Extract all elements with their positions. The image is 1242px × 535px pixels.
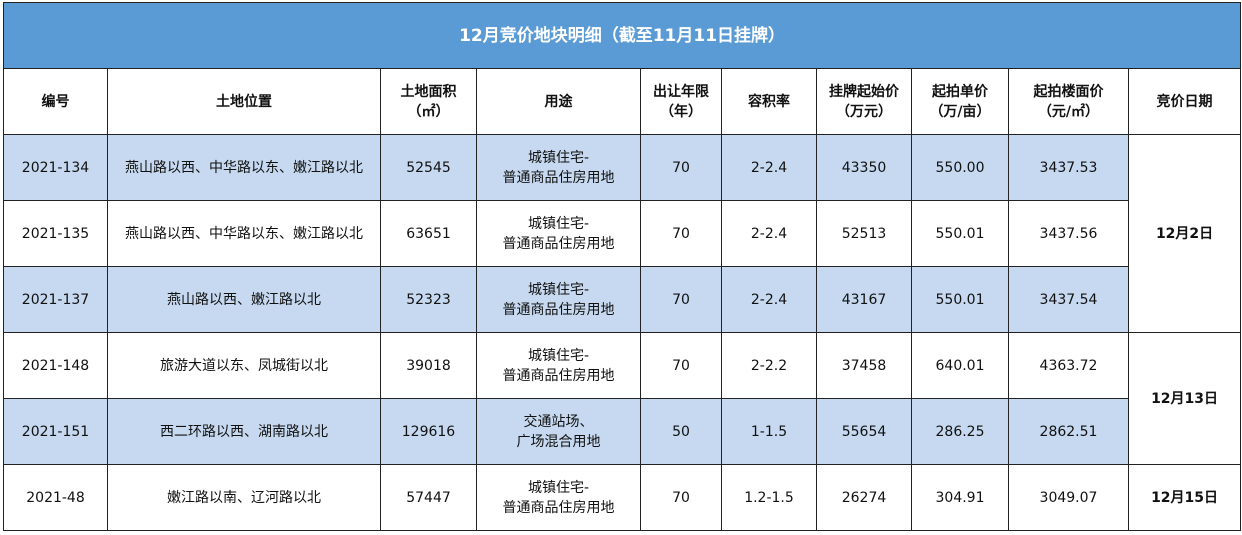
cell-loc: 燕山路以西、中华路以东、嫩江路以北	[107, 134, 381, 201]
cell-use-line: 城镇住宅-	[527, 215, 590, 232]
cell-use-line: 城镇住宅-	[527, 149, 590, 166]
table-row: 2021-48 嫩江路以南、辽河路以北 57447 城镇住宅- 普通商品住房用地 70 1.…	[3, 464, 1242, 531]
cell-loc: 燕山路以西、中华路以东、嫩江路以北	[107, 200, 381, 267]
cell-loc: 旅游大道以东、凤城街以北	[107, 332, 381, 399]
column-header: 用途	[476, 68, 641, 135]
cell-use: 城镇住宅- 普通商品住房用地	[476, 332, 641, 399]
table-row: 2021-134 燕山路以西、中华路以东、嫩江路以北 52545 城镇住宅- 普通商品住…	[3, 134, 1242, 333]
column-header: 出让年限 （年）	[640, 68, 722, 135]
cell-id: 2021-48	[3, 464, 108, 531]
cell-floor: 3049.07	[1008, 464, 1129, 531]
cell-floor: 2862.51	[1008, 398, 1129, 465]
cell-unit: 550.01	[911, 200, 1009, 267]
cell-area: 57447	[380, 464, 477, 531]
cell-use: 城镇住宅- 普通商品住房用地	[476, 266, 641, 333]
cell-use-line: 城镇住宅-	[527, 347, 590, 364]
cell-area: 52545	[380, 134, 477, 201]
cell-unit: 550.01	[911, 266, 1009, 333]
cell-floor: 3437.56	[1008, 200, 1129, 267]
table-row: 2021-137 燕山路以西、嫩江路以北 52323 城镇住宅- 普通商品住房用地 70 2…	[3, 266, 1241, 333]
cell-years: 70	[640, 134, 722, 201]
table-row: 2021-151 西二环路以西、湖南路以北 129616 交通站场、 广场混合用地 50 1…	[3, 398, 1241, 465]
cell-use-line: 交通站场、	[523, 413, 594, 430]
cell-floor: 3437.53	[1008, 134, 1129, 201]
table-title: 12月竞价地块明细（截至11月11日挂牌）	[2, 2, 1242, 69]
cell-use: 城镇住宅- 普通商品住房用地	[476, 464, 641, 531]
cell-use-line: 普通商品住房用地	[502, 235, 615, 252]
cell-use-line: 普通商品住房用地	[502, 169, 615, 186]
column-header: 起拍单价 （万/亩）	[911, 68, 1009, 135]
cell-far: 2-2.2	[721, 332, 817, 399]
cell-floor: 3437.54	[1008, 266, 1129, 333]
cell-auction-date: 12月15日	[1127, 464, 1242, 531]
cell-use-line: 普通商品住房用地	[502, 367, 615, 384]
cell-years: 70	[640, 266, 722, 333]
cell-use-line: 城镇住宅-	[527, 281, 590, 298]
cell-area: 129616	[380, 398, 477, 465]
cell-loc: 西二环路以西、湖南路以北	[107, 398, 381, 465]
cell-far: 2-2.4	[721, 134, 817, 201]
cell-use: 城镇住宅- 普通商品住房用地	[476, 134, 641, 201]
cell-use: 城镇住宅- 普通商品住房用地	[476, 200, 641, 267]
cell-years: 70	[640, 200, 722, 267]
cell-price: 43350	[816, 134, 912, 201]
cell-area: 39018	[380, 332, 477, 399]
cell-years: 70	[640, 464, 722, 531]
cell-id: 2021-151	[3, 398, 108, 465]
column-header: 挂牌起始价 （万元）	[816, 68, 912, 135]
cell-price: 37458	[816, 332, 912, 399]
cell-far: 2-2.4	[721, 266, 817, 333]
cell-far: 2-2.4	[721, 200, 817, 267]
cell-years: 50	[640, 398, 722, 465]
cell-auction-date: 12月13日	[1127, 332, 1242, 465]
cell-price: 26274	[816, 464, 912, 531]
cell-loc: 嫩江路以南、辽河路以北	[107, 464, 381, 531]
cell-area: 63651	[380, 200, 477, 267]
column-header: 土地位置	[107, 68, 381, 135]
cell-unit: 640.01	[911, 332, 1009, 399]
cell-far: 1-1.5	[721, 398, 817, 465]
cell-use: 交通站场、广场混合用地	[476, 398, 641, 465]
column-header: 土地面积 （㎡）	[380, 68, 477, 135]
cell-use-line: 广场混合用地	[516, 433, 601, 450]
column-header: 起拍楼面价 （元/㎡）	[1008, 68, 1129, 135]
cell-id: 2021-135	[3, 200, 108, 267]
cell-price: 55654	[816, 398, 912, 465]
column-header: 竞价日期	[1127, 68, 1242, 135]
cell-unit: 286.25	[911, 398, 1009, 465]
cell-id: 2021-134	[3, 134, 108, 201]
table-row: 2021-148 旅游大道以东、凤城街以北 39018 城镇住宅- 普通商品住房用地 70…	[3, 332, 1242, 465]
cell-far: 1.2-1.5	[721, 464, 817, 531]
cell-auction-date: 12月2日	[1127, 134, 1242, 333]
cell-use-line: 普通商品住房用地	[502, 499, 615, 516]
column-header: 容积率	[721, 68, 817, 135]
cell-floor: 4363.72	[1008, 332, 1129, 399]
cell-price: 52513	[816, 200, 912, 267]
cell-id: 2021-137	[3, 266, 108, 333]
cell-use-line: 城镇住宅-	[527, 479, 590, 496]
table-row: 2021-135 燕山路以西、中华路以东、嫩江路以北 63651 城镇住宅- 普通商品住…	[3, 200, 1241, 267]
cell-years: 70	[640, 332, 722, 399]
cell-price: 43167	[816, 266, 912, 333]
cell-area: 52323	[380, 266, 477, 333]
cell-loc: 燕山路以西、嫩江路以北	[107, 266, 381, 333]
cell-use-line: 普通商品住房用地	[502, 301, 615, 318]
cell-unit: 304.91	[911, 464, 1009, 531]
column-header: 编号	[3, 68, 108, 135]
cell-id: 2021-148	[3, 332, 108, 399]
cell-unit: 550.00	[911, 134, 1009, 201]
